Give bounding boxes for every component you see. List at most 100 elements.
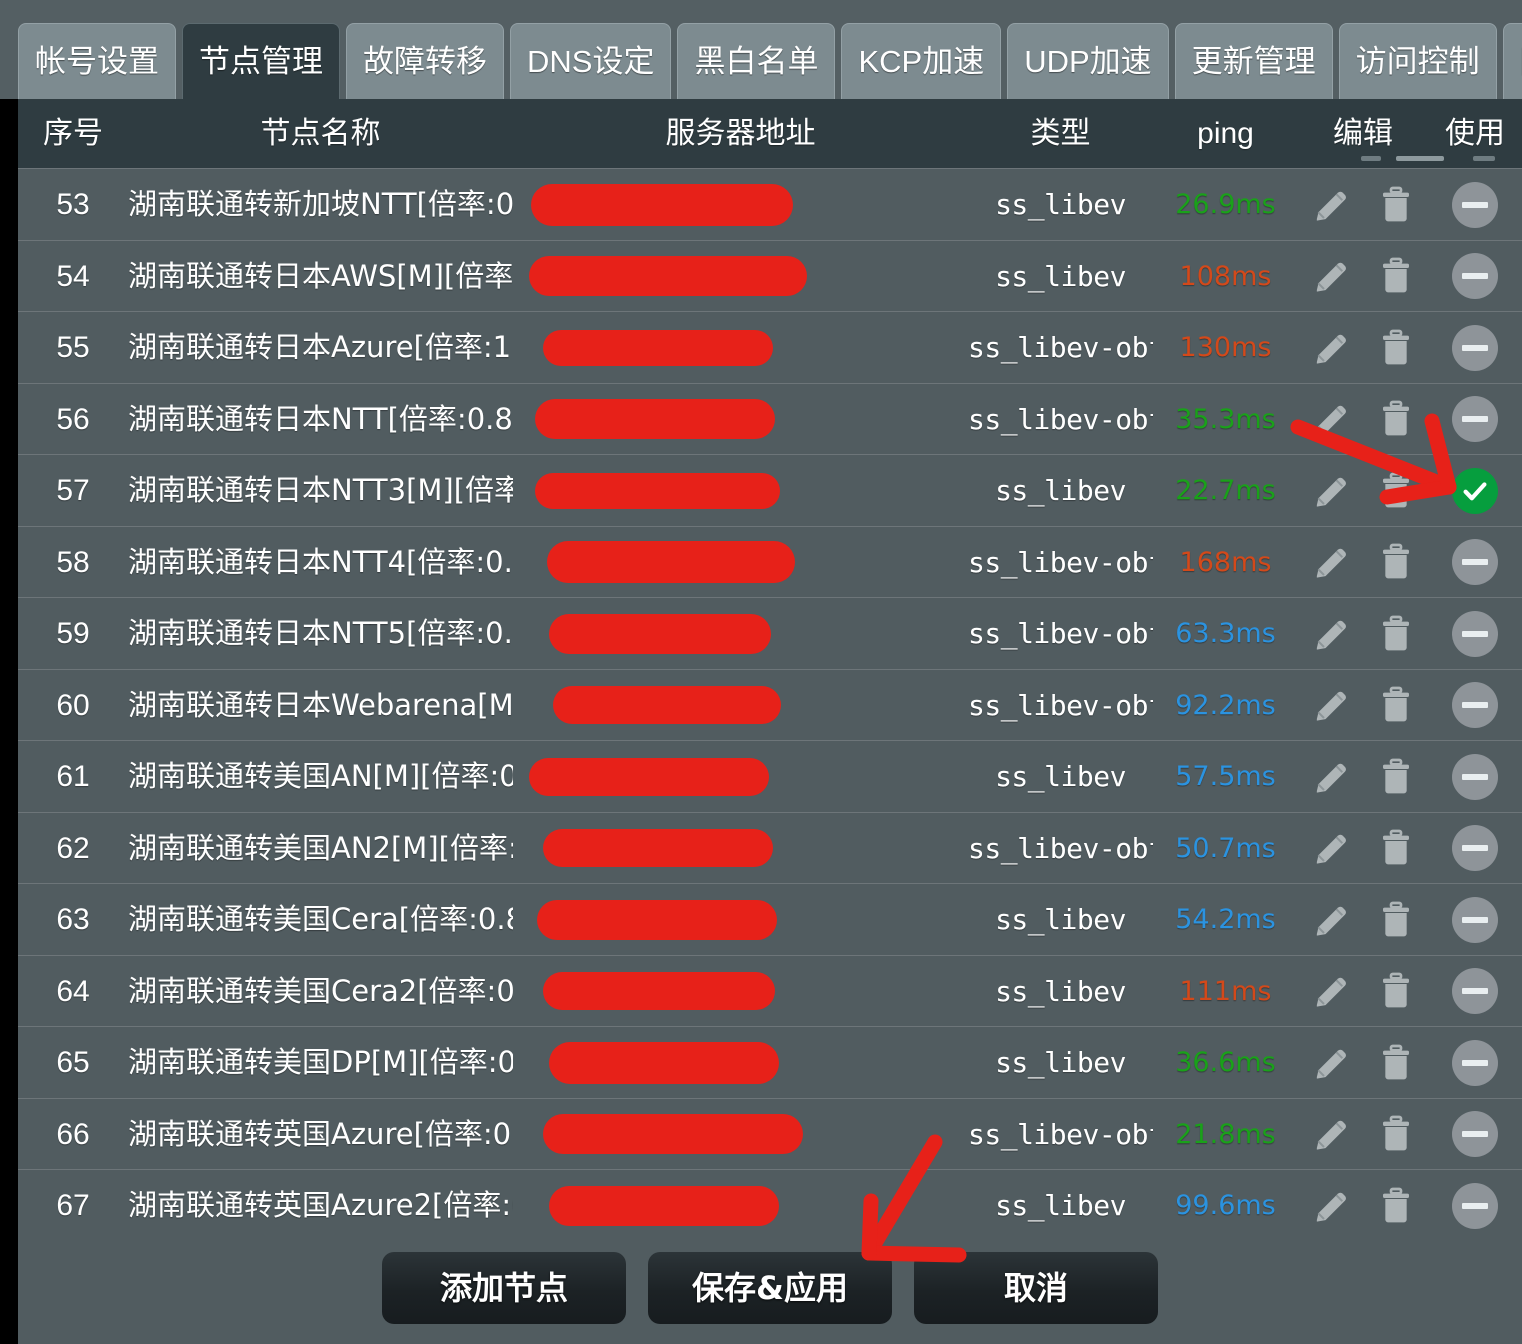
trash-icon[interactable] <box>1376 755 1416 799</box>
minus-circle-icon[interactable] <box>1452 1039 1498 1086</box>
tab-2[interactable]: 故障转移 <box>346 23 504 100</box>
minus-circle-icon[interactable] <box>1452 682 1498 729</box>
table-body[interactable]: 53 湖南联通转新加坡NTT[倍率:0.9] ss_libev 26.9ms 54 湖南联… <box>18 168 1522 1344</box>
cell-node-name: 湖南联通转美国Cera[倍率:0.8] <box>128 902 513 936</box>
pencil-icon[interactable] <box>1311 898 1351 942</box>
trash-icon[interactable] <box>1376 1041 1416 1085</box>
cell-node-name: 湖南联通转日本NTT[倍率:0.8] <box>128 401 513 436</box>
pencil-icon[interactable] <box>1311 969 1351 1013</box>
check-circle-icon[interactable] <box>1452 467 1498 514</box>
trash-icon[interactable] <box>1376 397 1416 441</box>
tab-4[interactable]: 黑白名单 <box>677 23 836 100</box>
pencil-icon[interactable] <box>1311 1184 1351 1228</box>
trash-icon[interactable] <box>1376 183 1416 227</box>
minus-circle-icon[interactable] <box>1452 825 1498 872</box>
trash-icon[interactable] <box>1376 612 1416 656</box>
tab-5[interactable]: KCP加速 <box>841 23 1002 100</box>
pencil-icon[interactable] <box>1311 183 1351 227</box>
save-apply-button[interactable]: 保存&应用 <box>648 1252 892 1324</box>
minus-circle-icon[interactable] <box>1452 968 1498 1015</box>
pencil-icon[interactable] <box>1311 1112 1351 1156</box>
tab-6[interactable]: UDP加速 <box>1007 23 1169 100</box>
tab-0[interactable]: 帐号设置 <box>18 23 176 100</box>
cell-index: 61 <box>56 760 90 793</box>
pencil-icon[interactable] <box>1311 755 1351 799</box>
table-row[interactable]: 58 湖南联通转日本NTT4[倍率:0.8] ss_libev-obfs 168ms <box>18 525 1522 598</box>
minus-circle-icon[interactable] <box>1452 324 1498 371</box>
redaction-marker <box>543 972 775 1011</box>
tab-label: 黑白名单 <box>694 44 819 79</box>
cell-use-toggle <box>1428 741 1522 813</box>
pencil-icon[interactable] <box>1311 254 1351 298</box>
pencil-icon[interactable] <box>1311 612 1351 656</box>
pencil-icon[interactable] <box>1311 469 1351 513</box>
table-row[interactable]: 65 湖南联通转美国DP[M][倍率:0.8] ss_libev 36.6ms <box>18 1026 1522 1098</box>
table-row[interactable]: 57 湖南联通转日本NTT3[M][倍率:0.… ss_libev 22.7ms <box>18 454 1522 526</box>
table-row[interactable]: 55 湖南联通转日本Azure[倍率:1] ss_libev-obfs 130ms <box>18 311 1522 383</box>
table-row[interactable]: 67 湖南联通转英国Azure2[倍率:0.9] ss_libev 99.6ms <box>18 1169 1522 1241</box>
pencil-icon[interactable] <box>1311 1041 1351 1085</box>
cell-ping: 92.2ms <box>1175 689 1276 721</box>
cell-index: 64 <box>56 974 90 1008</box>
table-row[interactable]: 56 湖南联通转日本NTT[倍率:0.8] ss_libev-obfs 35.3ms <box>18 382 1522 455</box>
table-row[interactable]: 61 湖南联通转美国AN[M][倍率:0.8] ss_libev 57.5ms <box>18 740 1522 812</box>
cell-index: 57 <box>56 474 90 507</box>
pencil-icon[interactable] <box>1311 826 1351 870</box>
minus-circle-icon[interactable] <box>1452 1182 1498 1229</box>
trash-icon[interactable] <box>1376 540 1416 584</box>
tab-8[interactable]: 访问控制 <box>1338 23 1497 100</box>
cell-node-name: 湖南联通转英国Azure[倍率:0.9] <box>128 1116 513 1151</box>
redaction-marker <box>543 1114 803 1155</box>
table-row[interactable]: 60 湖南联通转日本Webarena[M][倍… ss_libev-obfs 92.2… <box>18 668 1522 741</box>
pencil-icon[interactable] <box>1311 326 1351 370</box>
cell-edit-actions <box>1298 312 1428 384</box>
trash-icon[interactable] <box>1376 326 1416 370</box>
pencil-icon[interactable] <box>1311 397 1351 441</box>
minus-circle-icon[interactable] <box>1452 753 1498 800</box>
trash-icon[interactable] <box>1376 254 1416 298</box>
cell-ping: 36.6ms <box>1175 1047 1276 1078</box>
tab-9[interactable]: 附加功能 <box>1502 23 1522 100</box>
cell-server-address <box>513 312 968 384</box>
minus-circle-icon[interactable] <box>1452 396 1498 443</box>
trash-icon[interactable] <box>1376 1112 1416 1156</box>
pencil-icon[interactable] <box>1311 540 1351 584</box>
column-header-name: 节点名称 <box>260 117 381 150</box>
table-row[interactable]: 59 湖南联通转日本NTT5[倍率:0.8] ss_libev-obfs 63.3ms <box>18 597 1522 669</box>
tab-label: 访问控制 <box>1355 44 1480 79</box>
table-row[interactable]: 64 湖南联通转美国Cera2[倍率:0.8] ss_libev 111ms <box>18 954 1522 1027</box>
table-row[interactable]: 54 湖南联通转日本AWS[M][倍率:0.9] ss_libev 108ms <box>18 239 1522 312</box>
minus-circle-icon[interactable] <box>1452 610 1498 657</box>
cell-type: ss_libev <box>995 903 1126 936</box>
trash-icon[interactable] <box>1376 826 1416 870</box>
cell-use-toggle <box>1428 813 1522 885</box>
trash-icon[interactable] <box>1376 1184 1416 1228</box>
pencil-icon[interactable] <box>1311 683 1351 727</box>
cell-use-toggle <box>1428 1099 1522 1171</box>
cancel-button[interactable]: 取消 <box>914 1252 1158 1324</box>
cell-index: 59 <box>56 617 90 650</box>
trash-icon[interactable] <box>1376 898 1416 942</box>
table-row[interactable]: 63 湖南联通转美国Cera[倍率:0.8] ss_libev 54.2ms <box>18 883 1522 955</box>
minus-circle-icon[interactable] <box>1452 181 1498 228</box>
trash-icon[interactable] <box>1376 969 1416 1013</box>
cell-server-address <box>513 455 968 527</box>
table-row[interactable]: 66 湖南联通转英国Azure[倍率:0.9] ss_libev-obfs 21.8m… <box>18 1097 1522 1171</box>
table-row[interactable]: 62 湖南联通转美国AN2[M][倍率:0.8] ss_libev-obfs 50.7… <box>18 811 1522 885</box>
table-row[interactable]: 53 湖南联通转新加坡NTT[倍率:0.9] ss_libev 26.9ms <box>18 168 1522 240</box>
tab-label: KCP加速 <box>858 44 985 79</box>
redaction-marker <box>535 399 775 440</box>
add-node-button[interactable]: 添加节点 <box>382 1252 626 1324</box>
column-header-use: 使用 <box>1445 117 1505 150</box>
tab-7[interactable]: 更新管理 <box>1174 23 1333 100</box>
minus-circle-icon[interactable] <box>1452 1111 1498 1158</box>
tab-1[interactable]: 节点管理 <box>182 23 340 100</box>
action-button-bar: 添加节点 保存&应用 取消 <box>18 1252 1522 1344</box>
trash-icon[interactable] <box>1376 683 1416 727</box>
minus-circle-icon[interactable] <box>1452 253 1498 300</box>
tab-3[interactable]: DNS设定 <box>510 23 672 100</box>
trash-icon[interactable] <box>1376 469 1416 513</box>
minus-circle-icon[interactable] <box>1452 896 1498 943</box>
minus-circle-icon[interactable] <box>1452 539 1498 586</box>
